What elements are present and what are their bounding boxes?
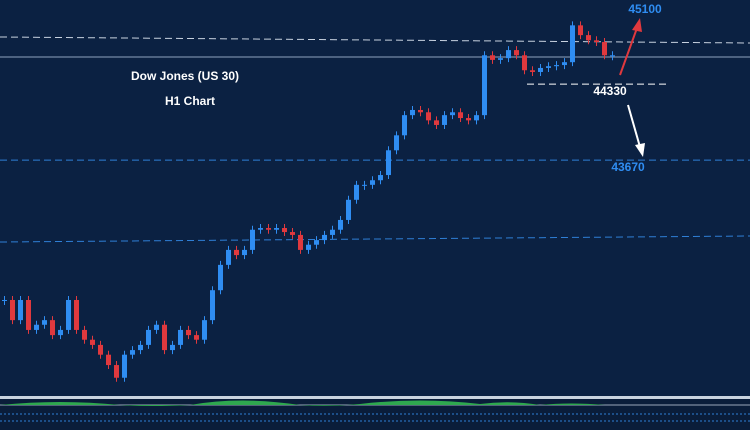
candle [586,35,591,41]
candle [202,320,207,340]
candle [466,118,471,121]
candle [90,339,95,345]
candle [194,335,199,340]
candle [26,299,31,330]
candle [138,344,143,351]
candle [538,67,543,72]
candle [314,240,319,245]
candle [514,50,519,56]
candle [114,365,119,378]
candle [170,344,175,351]
candle [210,290,215,321]
candle [410,109,415,116]
candle [402,115,407,136]
candle [546,66,551,68]
candle [58,329,63,336]
candle [426,112,431,121]
candle [498,58,503,60]
candle [50,320,55,336]
candle [482,55,487,116]
candle [106,354,111,366]
indicator-histogram [0,400,605,406]
candle [362,184,367,186]
candle [386,150,391,176]
candle [298,234,303,250]
candle [562,62,567,66]
trend-line [0,36,750,44]
candle [354,184,359,200]
candle [418,109,423,113]
level-label: 45100 [628,2,662,16]
candle [290,232,295,235]
candle [234,249,239,256]
chart-subtitle: H1 Chart [165,94,215,108]
candle [242,249,247,256]
level-label: 43670 [611,160,645,174]
candle [154,324,159,330]
trend-line [0,235,750,243]
candle [378,175,383,181]
candle [146,329,151,345]
candle [98,344,103,355]
arrow-down [627,104,641,148]
candle [554,65,559,67]
candle [394,135,399,151]
candle [610,55,615,57]
candle [522,55,527,71]
candle [530,70,535,72]
chart-title: Dow Jones (US 30) [131,69,239,83]
candle [266,228,271,230]
arrow-up [619,27,638,76]
candle [490,55,495,60]
candle [442,115,447,125]
arrow-head [635,143,645,157]
candle [66,299,71,330]
candle [346,199,351,220]
candle [218,264,223,291]
candle [34,324,39,330]
candle [82,329,87,340]
candle [450,112,455,116]
candle [506,50,511,59]
candle [578,25,583,36]
candle [178,329,183,345]
panel-separator [0,396,750,399]
candle [570,25,575,63]
candle [274,228,279,230]
candle [306,244,311,250]
candle [226,249,231,265]
candle [258,228,263,230]
candle [434,120,439,125]
candle [458,112,463,119]
candle [2,299,7,301]
candle [186,329,191,336]
candle [250,229,255,250]
candle [322,234,327,241]
candle [18,299,23,321]
candle [594,40,599,43]
candle [42,320,47,325]
level-label: 44330 [593,84,627,98]
candle [338,219,343,230]
candle [130,350,135,355]
candle [162,324,167,351]
candle [474,115,479,121]
candle [370,180,375,185]
candle [282,228,287,233]
arrow-head [632,18,642,32]
candle [122,354,127,378]
candle [10,299,15,321]
candle [74,299,79,330]
candle [330,229,335,235]
candle [602,42,607,56]
